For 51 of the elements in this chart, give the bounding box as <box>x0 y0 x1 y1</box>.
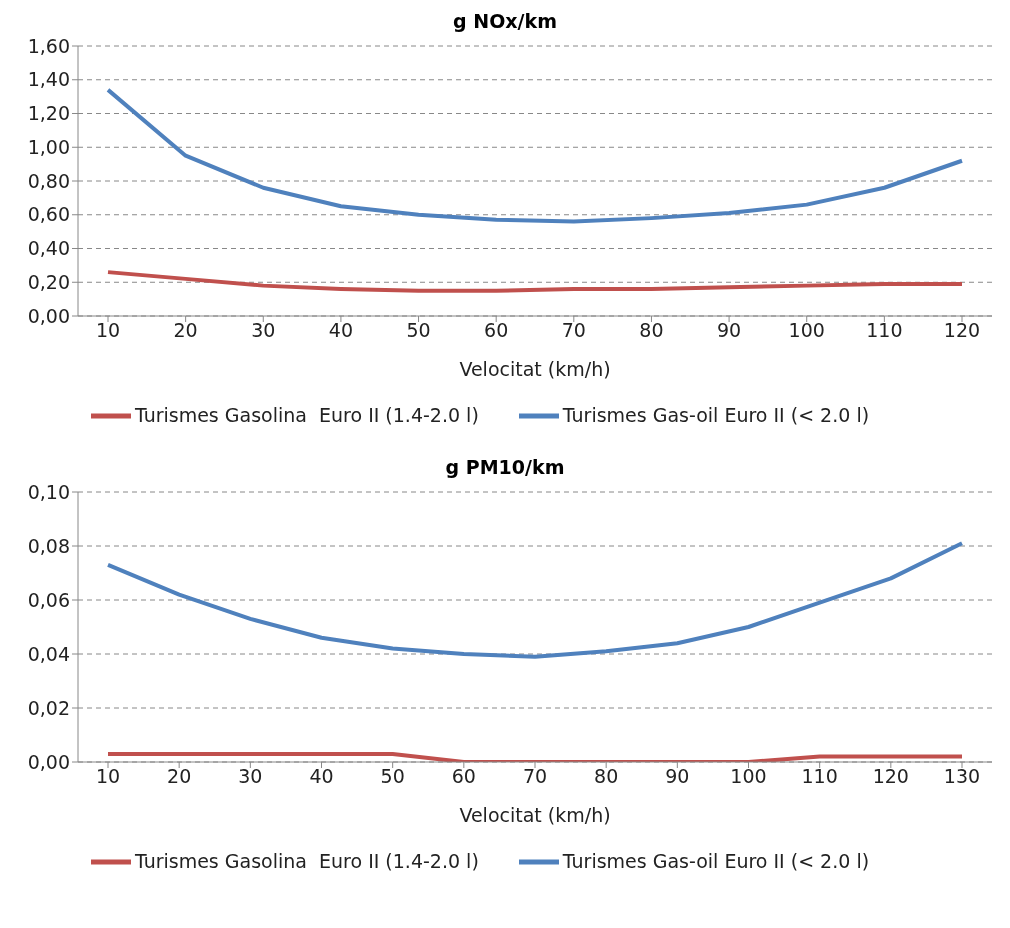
y-tick-label: 0,06 <box>27 588 70 611</box>
x-tick-label: 30 <box>251 319 276 342</box>
x-tick-label: 120 <box>872 765 909 788</box>
y-tick-label: 1,00 <box>27 135 70 158</box>
legend-label: Turismes Gasolina Euro II (1.4-2.0 l) <box>134 849 479 872</box>
x-tick-label: 60 <box>451 765 476 788</box>
x-tick-label: 70 <box>522 765 548 788</box>
chart-title: g PM10/km <box>444 456 566 478</box>
line-series <box>106 270 964 293</box>
legend-label: Turismes Gas-oil Euro II (< 2.0 l) <box>562 849 870 872</box>
x-tick-label: 20 <box>173 319 198 342</box>
x-tick-label: 10 <box>95 319 121 342</box>
x-tick-label: 120 <box>943 319 981 342</box>
x-tick-label: 80 <box>594 765 619 788</box>
x-axis-title: Velocitat (km/h) <box>459 358 611 380</box>
y-tick-label: 1,40 <box>27 68 70 91</box>
y-tick-label: 0,10 <box>27 480 70 503</box>
x-tick-label: 70 <box>561 319 586 342</box>
x-tick-label: 20 <box>167 765 192 788</box>
chart-title: g NOx/km <box>452 10 558 32</box>
x-tick-label: 40 <box>328 319 353 342</box>
x-tick-label: 90 <box>665 765 690 788</box>
y-tick-label: 0,20 <box>27 270 70 293</box>
y-tick-label: 0,00 <box>27 304 70 327</box>
line-series <box>106 87 964 224</box>
y-tick-label: 0,80 <box>27 169 70 192</box>
y-tick-label: 1,60 <box>27 34 70 57</box>
legend-label: Turismes Gas-oil Euro II (< 2.0 l) <box>562 403 870 426</box>
line-series <box>106 541 964 659</box>
y-tick-label: 1,20 <box>27 102 70 125</box>
x-tick-label: 30 <box>238 765 263 788</box>
legend-label: Turismes Gasolina Euro II (1.4-2.0 l) <box>134 403 479 426</box>
y-tick-label: 0,60 <box>27 203 70 226</box>
x-tick-label: 100 <box>788 319 825 342</box>
x-tick-label: 40 <box>309 765 334 788</box>
x-tick-label: 110 <box>801 765 838 788</box>
x-tick-label: 60 <box>484 319 509 342</box>
x-tick-label: 110 <box>866 319 903 342</box>
x-tick-label: 100 <box>730 765 767 788</box>
y-tick-label: 0,04 <box>27 642 70 665</box>
x-tick-label: 50 <box>380 765 405 788</box>
y-tick-label: 0,02 <box>27 696 70 719</box>
x-tick-label: 80 <box>639 319 664 342</box>
y-tick-label: 0,40 <box>27 237 70 260</box>
x-tick-label: 130 <box>943 765 981 788</box>
x-tick-label: 10 <box>95 765 121 788</box>
y-tick-label: 0,08 <box>27 534 70 557</box>
x-tick-label: 50 <box>406 319 431 342</box>
y-tick-label: 0,00 <box>27 750 70 773</box>
x-axis-title: Velocitat (km/h) <box>459 804 611 826</box>
x-tick-label: 90 <box>717 319 742 342</box>
